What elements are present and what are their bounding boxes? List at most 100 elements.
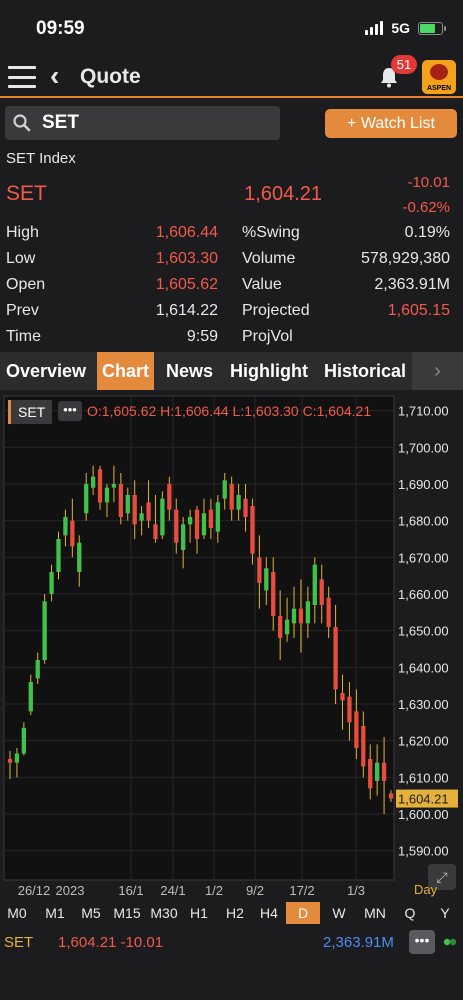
y-tick-label: 1,700.00	[398, 440, 449, 455]
timeframe-m5[interactable]: M5	[81, 905, 101, 921]
candle-body	[153, 524, 158, 539]
menu-icon[interactable]	[8, 66, 36, 88]
candlestick-chart[interactable]: 1,590.00 1,600.00 1,610.00 1,620.00 1,630.00…	[0, 390, 463, 902]
x-tick-label: 24/1	[160, 883, 185, 898]
bell-icon[interactable]	[378, 66, 400, 88]
nav-bar: ‹ Quote 51 ASPEN	[0, 55, 463, 98]
aspen-logo[interactable]: ASPEN	[422, 60, 456, 94]
candle-body	[28, 682, 33, 712]
candle-body	[194, 509, 200, 539]
candle-body	[388, 793, 394, 799]
candle-body	[90, 476, 96, 488]
quote-value: 2,363.91M	[374, 276, 450, 293]
fullscreen-icon[interactable]: ⤢	[428, 864, 456, 890]
x-tick-label: 16/1	[118, 883, 143, 898]
quote-value: 0.19%	[404, 224, 450, 241]
candle-body	[139, 513, 144, 521]
chart-options-button[interactable]: •••	[58, 401, 82, 421]
add-watchlist-button[interactable]: + Watch List	[325, 109, 457, 138]
search-input[interactable]: SET	[5, 106, 280, 140]
candle-body	[174, 509, 179, 543]
candle-body	[63, 517, 68, 536]
candle-body	[333, 627, 338, 690]
candle-body	[181, 524, 186, 550]
timeframe-q[interactable]: Q	[404, 905, 416, 921]
candle-body	[284, 619, 290, 635]
y-tick-label: 1,680.00	[398, 514, 449, 529]
ticker-price-change: 1,604.21 -10.01	[58, 934, 164, 951]
tab-chart[interactable]: Chart	[97, 352, 155, 390]
candle-body	[111, 484, 117, 488]
search-row: SET + Watch List	[0, 100, 463, 148]
quote-value: 1,605.62	[155, 276, 218, 293]
candle-body	[56, 539, 61, 572]
candle-body	[132, 495, 137, 525]
quote-row: Time 9:59 ProjVol	[0, 328, 463, 354]
candle-body	[201, 513, 207, 536]
candle-body	[167, 484, 172, 510]
quote-label: Open	[6, 276, 46, 293]
chart-period-label: Day	[414, 882, 438, 897]
candle-body	[125, 495, 130, 514]
market-status-icon	[443, 938, 457, 946]
ticker-more-button[interactable]: •••	[409, 930, 435, 954]
y-tick-label: 1,690.00	[398, 477, 449, 492]
tab-news[interactable]: News	[166, 361, 214, 381]
timeframe-mn[interactable]: MN	[364, 905, 386, 921]
quote-label: Volume	[242, 250, 296, 267]
bottom-ticker: SET 1,604.21 -10.01 2,363.91M •••	[0, 926, 463, 958]
candle-body	[381, 762, 387, 781]
timeframe-h4[interactable]: H4	[260, 905, 278, 921]
candle-body	[42, 601, 47, 660]
quote-value: 1,605.15	[387, 302, 450, 319]
timeframe-h2[interactable]: H2	[226, 905, 244, 921]
quote-label: Time	[6, 328, 41, 345]
last-price-label: 1,604.21	[398, 792, 449, 807]
timeframe-h1[interactable]: H1	[190, 905, 208, 921]
candle-body	[305, 601, 311, 624]
logo-text: ASPEN	[426, 85, 452, 92]
y-tick-label: 1,650.00	[398, 624, 449, 639]
candle-body	[250, 506, 255, 554]
y-tick-label: 1,660.00	[398, 587, 449, 602]
chart-symbol-chip[interactable]: SET	[8, 400, 53, 424]
candle-body	[319, 579, 324, 605]
timeframe-d[interactable]: D	[286, 902, 320, 924]
tab-highlight[interactable]: Highlight	[230, 361, 308, 381]
tabs-scroll-right-icon[interactable]: ›	[412, 352, 463, 390]
candle-body	[229, 484, 234, 510]
signal-icon	[365, 21, 384, 35]
timeframe-w[interactable]: W	[332, 905, 346, 921]
y-tick-label: 1,640.00	[398, 660, 449, 675]
timeframe-m30[interactable]: M30	[150, 905, 178, 921]
candle-body	[104, 487, 110, 503]
tab-overview[interactable]: Overview	[6, 361, 87, 381]
y-tick-label: 1,670.00	[398, 550, 449, 565]
candle-body	[97, 469, 103, 503]
candle-body	[354, 711, 359, 748]
candle-body	[236, 495, 241, 510]
x-tick-label: 9/2	[246, 883, 264, 898]
candle-body	[84, 484, 89, 514]
x-tick-label: 1/2	[205, 883, 223, 898]
candle-body	[264, 568, 269, 591]
timeframe-y[interactable]: Y	[440, 905, 450, 921]
quote-label: Low	[6, 250, 36, 267]
candle-body	[271, 572, 276, 616]
quote-value: 1,606.44	[155, 224, 218, 241]
tab-historical[interactable]: Historical	[324, 361, 407, 381]
back-chevron-icon[interactable]: ‹	[50, 60, 60, 91]
chart-area[interactable]: 1,590.00 1,600.00 1,610.00 1,620.00 1,630.00…	[0, 390, 463, 902]
ticker-value: 2,363.91M	[323, 934, 394, 951]
timeframe-m0[interactable]: M0	[7, 905, 27, 921]
candle-body	[291, 608, 297, 624]
candle-body	[298, 608, 304, 624]
quote-value: 9:59	[186, 328, 218, 345]
candle-body	[243, 498, 248, 517]
candle-body	[118, 484, 123, 517]
timeframe-m1[interactable]: M1	[45, 905, 65, 921]
quote-label: Prev	[6, 302, 39, 319]
y-tick-label: 1,710.00	[398, 404, 449, 419]
candle-body	[374, 762, 380, 781]
timeframe-m15[interactable]: M15	[113, 905, 141, 921]
